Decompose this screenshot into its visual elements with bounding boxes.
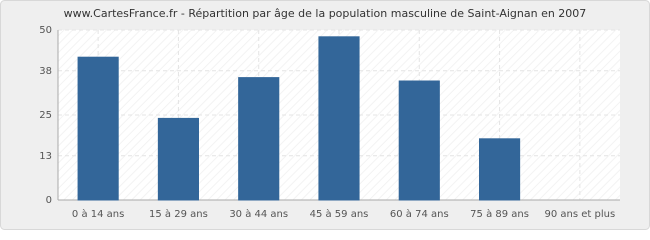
y-tick-label: 25: [39, 110, 52, 121]
bar: [318, 36, 360, 201]
y-tick-label: 0: [46, 195, 52, 206]
page: www.CartesFrance.fr - Répartition par âg…: [0, 0, 650, 230]
x-tick-label: 0 à 14 ans: [72, 208, 124, 220]
chart-title: www.CartesFrance.fr - Répartition par âg…: [64, 7, 587, 20]
bar: [157, 117, 200, 201]
bar: [398, 80, 440, 201]
x-tick-label: 90 ans et plus: [545, 209, 616, 220]
bar: [238, 77, 280, 201]
x-tick-label: 75 à 89 ans: [470, 208, 529, 220]
bar: [479, 138, 521, 201]
x-tick-label: 45 à 59 ans: [310, 208, 369, 220]
chart: www.CartesFrance.fr - Répartition par âg…: [0, 0, 650, 230]
x-tick-label: 60 à 74 ans: [390, 208, 449, 220]
bar: [77, 56, 119, 201]
y-tick-label: 50: [39, 25, 52, 36]
y-tick-label: 13: [39, 151, 52, 162]
x-tick-label: 15 à 29 ans: [149, 208, 208, 220]
x-tick-label: 30 à 44 ans: [229, 208, 288, 220]
y-tick-label: 38: [39, 66, 52, 77]
